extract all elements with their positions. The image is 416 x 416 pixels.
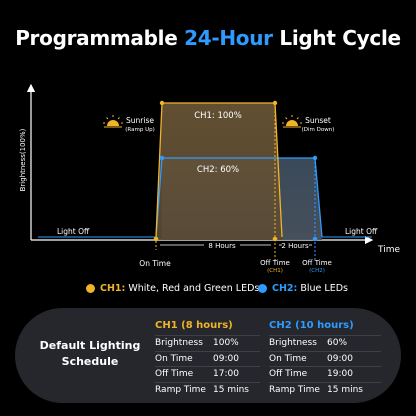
ch2-dot-icon bbox=[258, 284, 267, 293]
ch1-key: Ramp Time bbox=[155, 384, 206, 395]
on-time-label: On Time bbox=[139, 259, 171, 268]
ch1-outline bbox=[155, 102, 283, 238]
sunset-label: Sunset bbox=[305, 116, 331, 125]
page-title: Programmable 24-Hour Light Cycle bbox=[0, 26, 416, 50]
ch2-off-time-label: Off Time bbox=[302, 259, 332, 267]
ch2-schedule-header: CH2 (10 hours) bbox=[269, 320, 354, 331]
span-8h-label: 8 Hours bbox=[208, 242, 236, 250]
table-row: Brightness 100% bbox=[155, 335, 260, 351]
ch1-off-time-dot bbox=[272, 236, 278, 242]
ch1-schedule: CH1 (8 hours) Brightness 100% On Time 09:0… bbox=[155, 320, 260, 397]
ch1-off-time-sub: (CH1) bbox=[267, 268, 283, 274]
ch2-level-label: CH2: 60% bbox=[197, 165, 239, 175]
ch2-value: 15 mins bbox=[327, 384, 363, 395]
ch1-schedule-header: CH1 (8 hours) bbox=[155, 320, 233, 331]
ch1-value: 100% bbox=[213, 338, 239, 349]
title-accent: 24-Hour bbox=[184, 26, 273, 50]
ch1-off-time-label: Off Time bbox=[260, 259, 290, 267]
ch1-level-label: CH1: 100% bbox=[194, 111, 242, 121]
sunset-sub-label: (Dim Down) bbox=[302, 127, 335, 133]
table-row: On Time 09:00 bbox=[155, 350, 260, 367]
ch2-value: 19:00 bbox=[327, 369, 353, 380]
ch1-key: On Time bbox=[155, 353, 193, 364]
ch2-on-marker bbox=[159, 155, 165, 161]
legend-ch2-text: Blue LEDs bbox=[297, 283, 348, 294]
table-row: Ramp Time 15 mins bbox=[155, 381, 260, 398]
ch2-key: Ramp Time bbox=[269, 384, 320, 395]
y-axis-label: Brightness(100%) bbox=[19, 128, 27, 191]
span-2h-label: 2 Hours bbox=[281, 242, 309, 250]
ch1-dot-icon bbox=[86, 284, 95, 293]
ch1-value: 17:00 bbox=[213, 369, 239, 380]
ch1-on-marker bbox=[159, 100, 165, 106]
legend-ch1-tag: CH1: bbox=[100, 283, 126, 294]
ch1-key: Off Time bbox=[155, 369, 194, 380]
legend-ch2: CH2: Blue LEDs bbox=[258, 283, 348, 294]
legend-ch1: CH1: White, Red and Green LEDs bbox=[86, 283, 259, 294]
ch2-key: On Time bbox=[269, 353, 307, 364]
ch2-outline bbox=[155, 157, 323, 238]
ch2-off-time-dot bbox=[312, 236, 318, 242]
ch2-value: 09:00 bbox=[327, 353, 353, 364]
ch2-value: 60% bbox=[327, 338, 348, 349]
schedule-title: Default Lighting Schedule bbox=[31, 338, 149, 370]
table-row: Ramp Time 15 mins bbox=[269, 381, 381, 398]
schedule-title-line2: Schedule bbox=[61, 355, 119, 368]
ch2-off-time-sub: (CH2) bbox=[309, 268, 325, 274]
light-off-left-label: Light Off bbox=[57, 227, 90, 236]
ch2-schedule: CH2 (10 hours) Brightness 60% On Time 09:0… bbox=[269, 320, 381, 397]
ch1-key: Brightness bbox=[155, 338, 203, 349]
x-axis-label: Time bbox=[377, 245, 400, 255]
sunrise-label: Sunrise bbox=[126, 116, 154, 125]
ch1-area bbox=[156, 103, 282, 240]
legend-ch2-tag: CH2: bbox=[272, 283, 298, 294]
table-row: Brightness 60% bbox=[269, 335, 381, 351]
table-row: Off Time 19:00 bbox=[269, 366, 381, 382]
ch2-key: Brightness bbox=[269, 338, 317, 349]
sunrise-icon bbox=[103, 115, 123, 128]
table-row: On Time 09:00 bbox=[269, 350, 381, 367]
ch2-key: Off Time bbox=[269, 369, 308, 380]
ch1-value: 09:00 bbox=[213, 353, 239, 364]
table-row: Off Time 17:00 bbox=[155, 366, 260, 382]
ch1-value: 15 mins bbox=[213, 384, 249, 395]
title-suffix: Light Cycle bbox=[272, 26, 401, 50]
schedule-panel: Default Lighting Schedule CH1 (8 hours) … bbox=[15, 308, 401, 403]
sunrise-sub-label: (Ramp Up) bbox=[125, 127, 154, 133]
title-prefix: Programmable bbox=[15, 26, 185, 50]
schedule-title-line1: Default Lighting bbox=[39, 339, 141, 352]
on-time-dot bbox=[153, 236, 159, 242]
sunset-icon bbox=[282, 115, 302, 128]
legend-ch1-text: White, Red and Green LEDs bbox=[125, 283, 260, 294]
light-off-right-label: Light Off bbox=[345, 227, 378, 236]
